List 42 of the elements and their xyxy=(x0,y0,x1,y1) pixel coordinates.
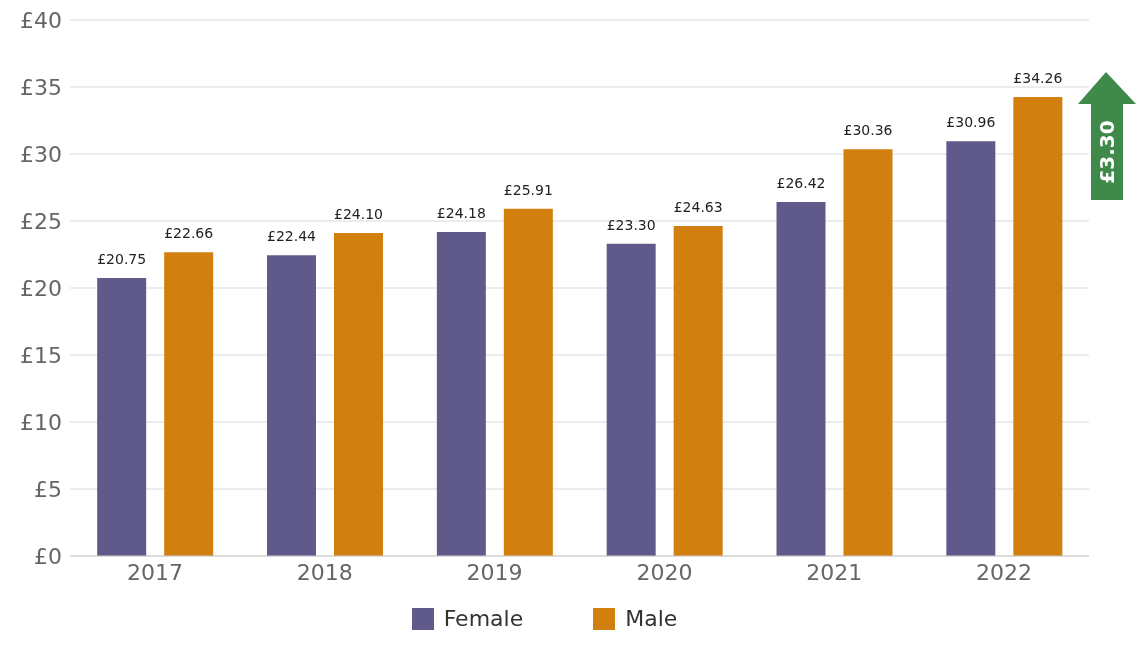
x-tick-label: 2022 xyxy=(976,559,1033,585)
data-label: £24.63 xyxy=(673,198,723,215)
bar xyxy=(776,201,826,556)
x-tick-label: 2019 xyxy=(466,559,523,585)
y-tick-label: £15 xyxy=(20,342,62,368)
bar xyxy=(164,252,214,556)
data-label: £30.36 xyxy=(843,122,893,139)
bar xyxy=(843,149,893,556)
data-label: £23.30 xyxy=(606,216,656,233)
bar xyxy=(97,277,147,556)
bar xyxy=(503,208,553,556)
data-label: £30.96 xyxy=(946,114,996,131)
y-tick-label: £10 xyxy=(20,409,62,435)
x-tick-label: 2021 xyxy=(806,559,863,585)
data-label: £22.44 xyxy=(267,228,317,245)
legend-label: Female xyxy=(443,606,524,631)
bar xyxy=(334,233,384,556)
x-tick-label: 2020 xyxy=(636,559,693,585)
data-label: £25.91 xyxy=(503,181,553,198)
data-label: £22.66 xyxy=(164,225,214,242)
bar xyxy=(1013,96,1063,556)
data-label: £24.10 xyxy=(334,206,384,223)
x-tick-label: 2018 xyxy=(296,559,353,585)
bar xyxy=(946,141,996,556)
bar xyxy=(673,225,723,556)
text: £3.30 xyxy=(1095,120,1119,184)
y-tick-label: £20 xyxy=(20,275,62,301)
y-tick-label: £25 xyxy=(20,208,62,234)
data-label: £20.75 xyxy=(97,250,147,267)
y-tick-label: £30 xyxy=(20,141,62,167)
data-label: £24.18 xyxy=(436,204,486,221)
data-label: £26.42 xyxy=(776,174,826,191)
y-tick-label: £35 xyxy=(20,74,62,100)
bar xyxy=(606,243,656,556)
x-tick-label: 2017 xyxy=(126,559,183,585)
y-tick-label: £5 xyxy=(34,476,62,502)
y-tick-label: £40 xyxy=(20,7,62,33)
data-label: £34.26 xyxy=(1013,69,1063,86)
bar xyxy=(267,255,317,556)
y-tick-label: £0 xyxy=(34,543,62,569)
legend-label: Male xyxy=(625,606,678,631)
bar xyxy=(436,231,486,556)
